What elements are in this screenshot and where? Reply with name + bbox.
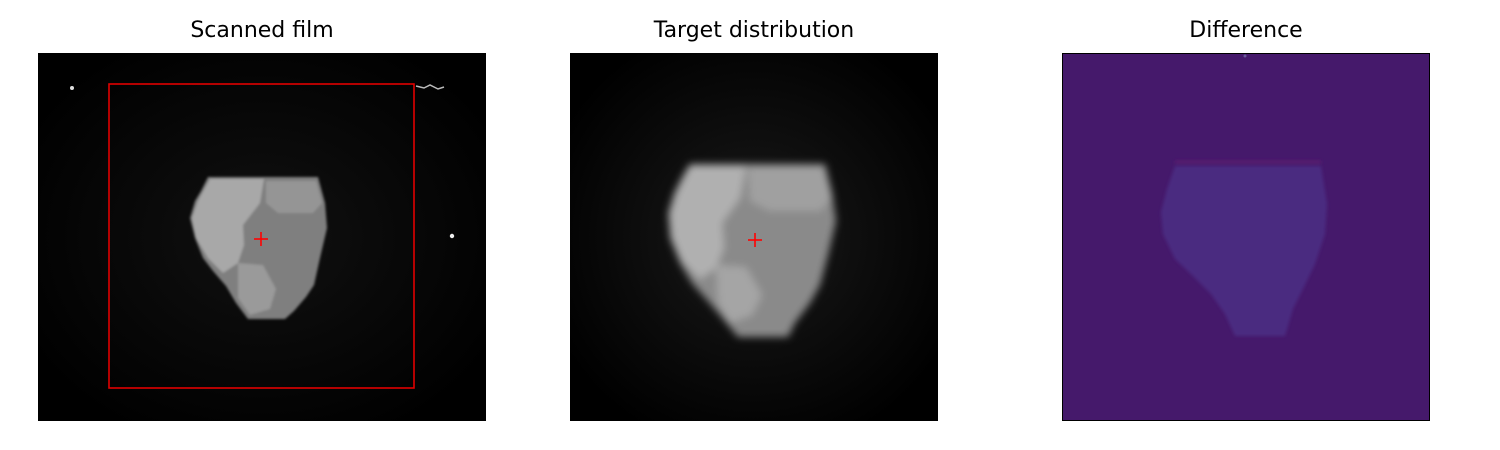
center-marker-icon — [254, 232, 268, 246]
panel-title-scanned-film: Scanned film — [190, 18, 334, 43]
target-distribution-image — [570, 53, 938, 421]
roi-box — [108, 83, 415, 389]
speck — [70, 86, 74, 90]
center-marker-icon — [748, 233, 762, 247]
panel-title-difference: Difference — [1189, 18, 1303, 43]
panel-title-target-distribution: Target distribution — [653, 18, 855, 43]
difference-image — [1062, 53, 1430, 421]
scanned-film-image — [38, 53, 486, 421]
